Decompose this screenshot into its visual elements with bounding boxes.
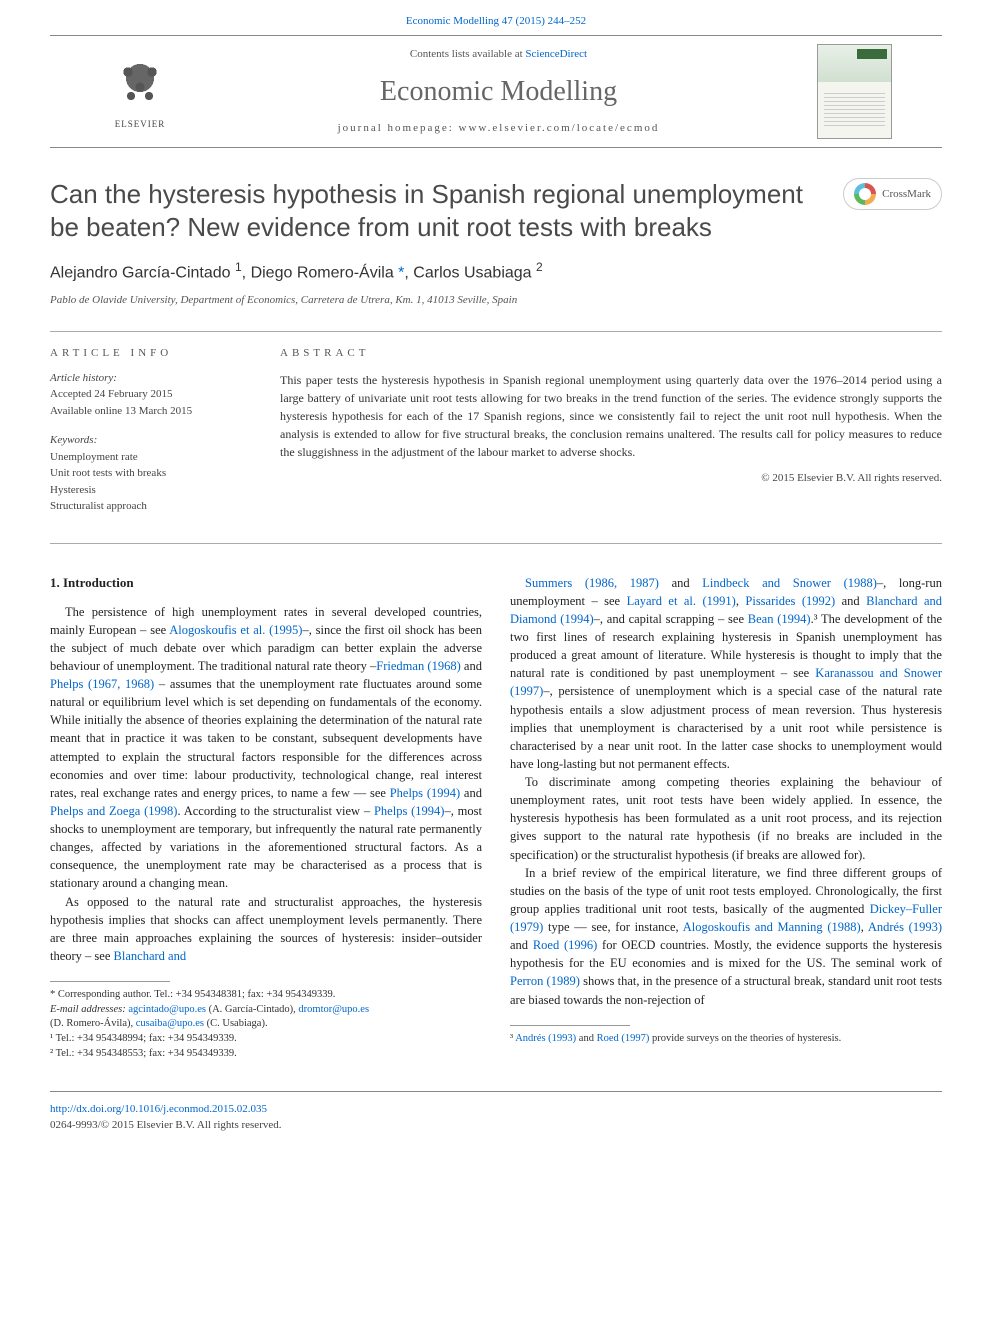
article-info-col: ARTICLE INFO Article history: Accepted 2…	[50, 346, 250, 529]
tel-footnote-1: ¹ Tel.: +34 954348994; fax: +34 95434933…	[50, 1032, 482, 1047]
authors-line: Alejandro García-Cintado 1, Diego Romero…	[50, 259, 942, 285]
email-link[interactable]: dromtor@upo.es	[298, 1004, 369, 1015]
crossmark-label: CrossMark	[882, 187, 931, 202]
email-line-2: (D. Romero-Ávila), cusaiba@upo.es (C. Us…	[50, 1017, 482, 1032]
citation-link[interactable]: Economic Modelling 47 (2015) 244–252	[406, 15, 586, 27]
keyword-item: Hysteresis	[50, 482, 250, 499]
section-1-heading: 1. Introduction	[50, 574, 482, 593]
article-title: Can the hysteresis hypothesis in Spanish…	[50, 178, 843, 243]
doi-link[interactable]: http://dx.doi.org/10.1016/j.econmod.2015…	[50, 1103, 267, 1115]
tel-footnote-2: ² Tel.: +34 954348553; fax: +34 95434933…	[50, 1047, 482, 1062]
abstract-heading: ABSTRACT	[280, 346, 942, 361]
available-date: Available online 13 March 2015	[50, 403, 250, 420]
email-link[interactable]: cusaiba@upo.es	[136, 1018, 204, 1029]
sciencedirect-link[interactable]: ScienceDirect	[525, 48, 587, 60]
article-body: 1. Introduction The persistence of high …	[50, 574, 942, 1062]
elsevier-tree-icon	[110, 54, 170, 114]
abstract-text: This paper tests the hysteresis hypothes…	[280, 371, 942, 461]
abstract-copyright: © 2015 Elsevier B.V. All rights reserved…	[280, 471, 942, 486]
article-meta-row: ARTICLE INFO Article history: Accepted 2…	[50, 331, 942, 544]
page-footer: http://dx.doi.org/10.1016/j.econmod.2015…	[50, 1091, 942, 1163]
body-paragraph: In a brief review of the empirical liter…	[510, 864, 942, 1009]
email-line: E-mail addresses: agcintado@upo.es (A. G…	[50, 1003, 482, 1018]
issn-copyright: 0264-9993/© 2015 Elsevier B.V. All right…	[50, 1119, 282, 1131]
journal-name: Economic Modelling	[180, 72, 817, 111]
header-center: Contents lists available at ScienceDirec…	[180, 47, 817, 137]
contents-line: Contents lists available at ScienceDirec…	[180, 47, 817, 62]
homepage-line: journal homepage: www.elsevier.com/locat…	[180, 121, 817, 136]
top-citation: Economic Modelling 47 (2015) 244–252	[0, 0, 992, 35]
affiliation: Pablo de Olavide University, Department …	[50, 293, 942, 308]
body-paragraph: As opposed to the natural rate and struc…	[50, 893, 482, 966]
footnote-rule	[50, 981, 170, 982]
crossmark-icon	[854, 183, 876, 205]
keyword-item: Structuralist approach	[50, 498, 250, 515]
email-link[interactable]: agcintado@upo.es	[128, 1004, 206, 1015]
keyword-item: Unemployment rate	[50, 449, 250, 466]
right-footnotes-block: ³ Andrés (1993) and Roed (1997) provide …	[510, 1025, 942, 1047]
emails-label: E-mail addresses:	[50, 1004, 128, 1015]
body-paragraph: The persistence of high unemployment rat…	[50, 603, 482, 893]
journal-cover-thumbnail	[817, 44, 892, 139]
keywords-label: Keywords:	[50, 433, 250, 448]
crossmark-badge[interactable]: CrossMark	[843, 178, 942, 210]
article-info-heading: ARTICLE INFO	[50, 346, 250, 361]
journal-header: ELSEVIER Contents lists available at Sci…	[50, 35, 942, 148]
email-name: (D. Romero-Ávila),	[50, 1018, 136, 1029]
email-name: (A. García-Cintado),	[206, 1004, 298, 1015]
contents-prefix: Contents lists available at	[410, 48, 525, 60]
publisher-name: ELSEVIER	[115, 118, 166, 131]
homepage-label: journal homepage:	[338, 122, 459, 134]
homepage-url: www.elsevier.com/locate/ecmod	[459, 122, 660, 134]
left-footnotes-block: * Corresponding author. Tel.: +34 954348…	[50, 981, 482, 1061]
abstract-col: ABSTRACT This paper tests the hysteresis…	[280, 346, 942, 529]
elsevier-logo: ELSEVIER	[100, 47, 180, 137]
email-name: (C. Usabiaga).	[204, 1018, 268, 1029]
body-paragraph: To discriminate among competing theories…	[510, 773, 942, 864]
article-history-label: Article history:	[50, 371, 250, 386]
footnote-rule	[510, 1025, 630, 1026]
keyword-item: Unit root tests with breaks	[50, 465, 250, 482]
body-paragraph: Summers (1986, 1987) and Lindbeck and Sn…	[510, 574, 942, 773]
accepted-date: Accepted 24 February 2015	[50, 386, 250, 403]
footnote-3: ³ Andrés (1993) and Roed (1997) provide …	[510, 1032, 942, 1047]
corresponding-author: * Corresponding author. Tel.: +34 954348…	[50, 988, 482, 1003]
